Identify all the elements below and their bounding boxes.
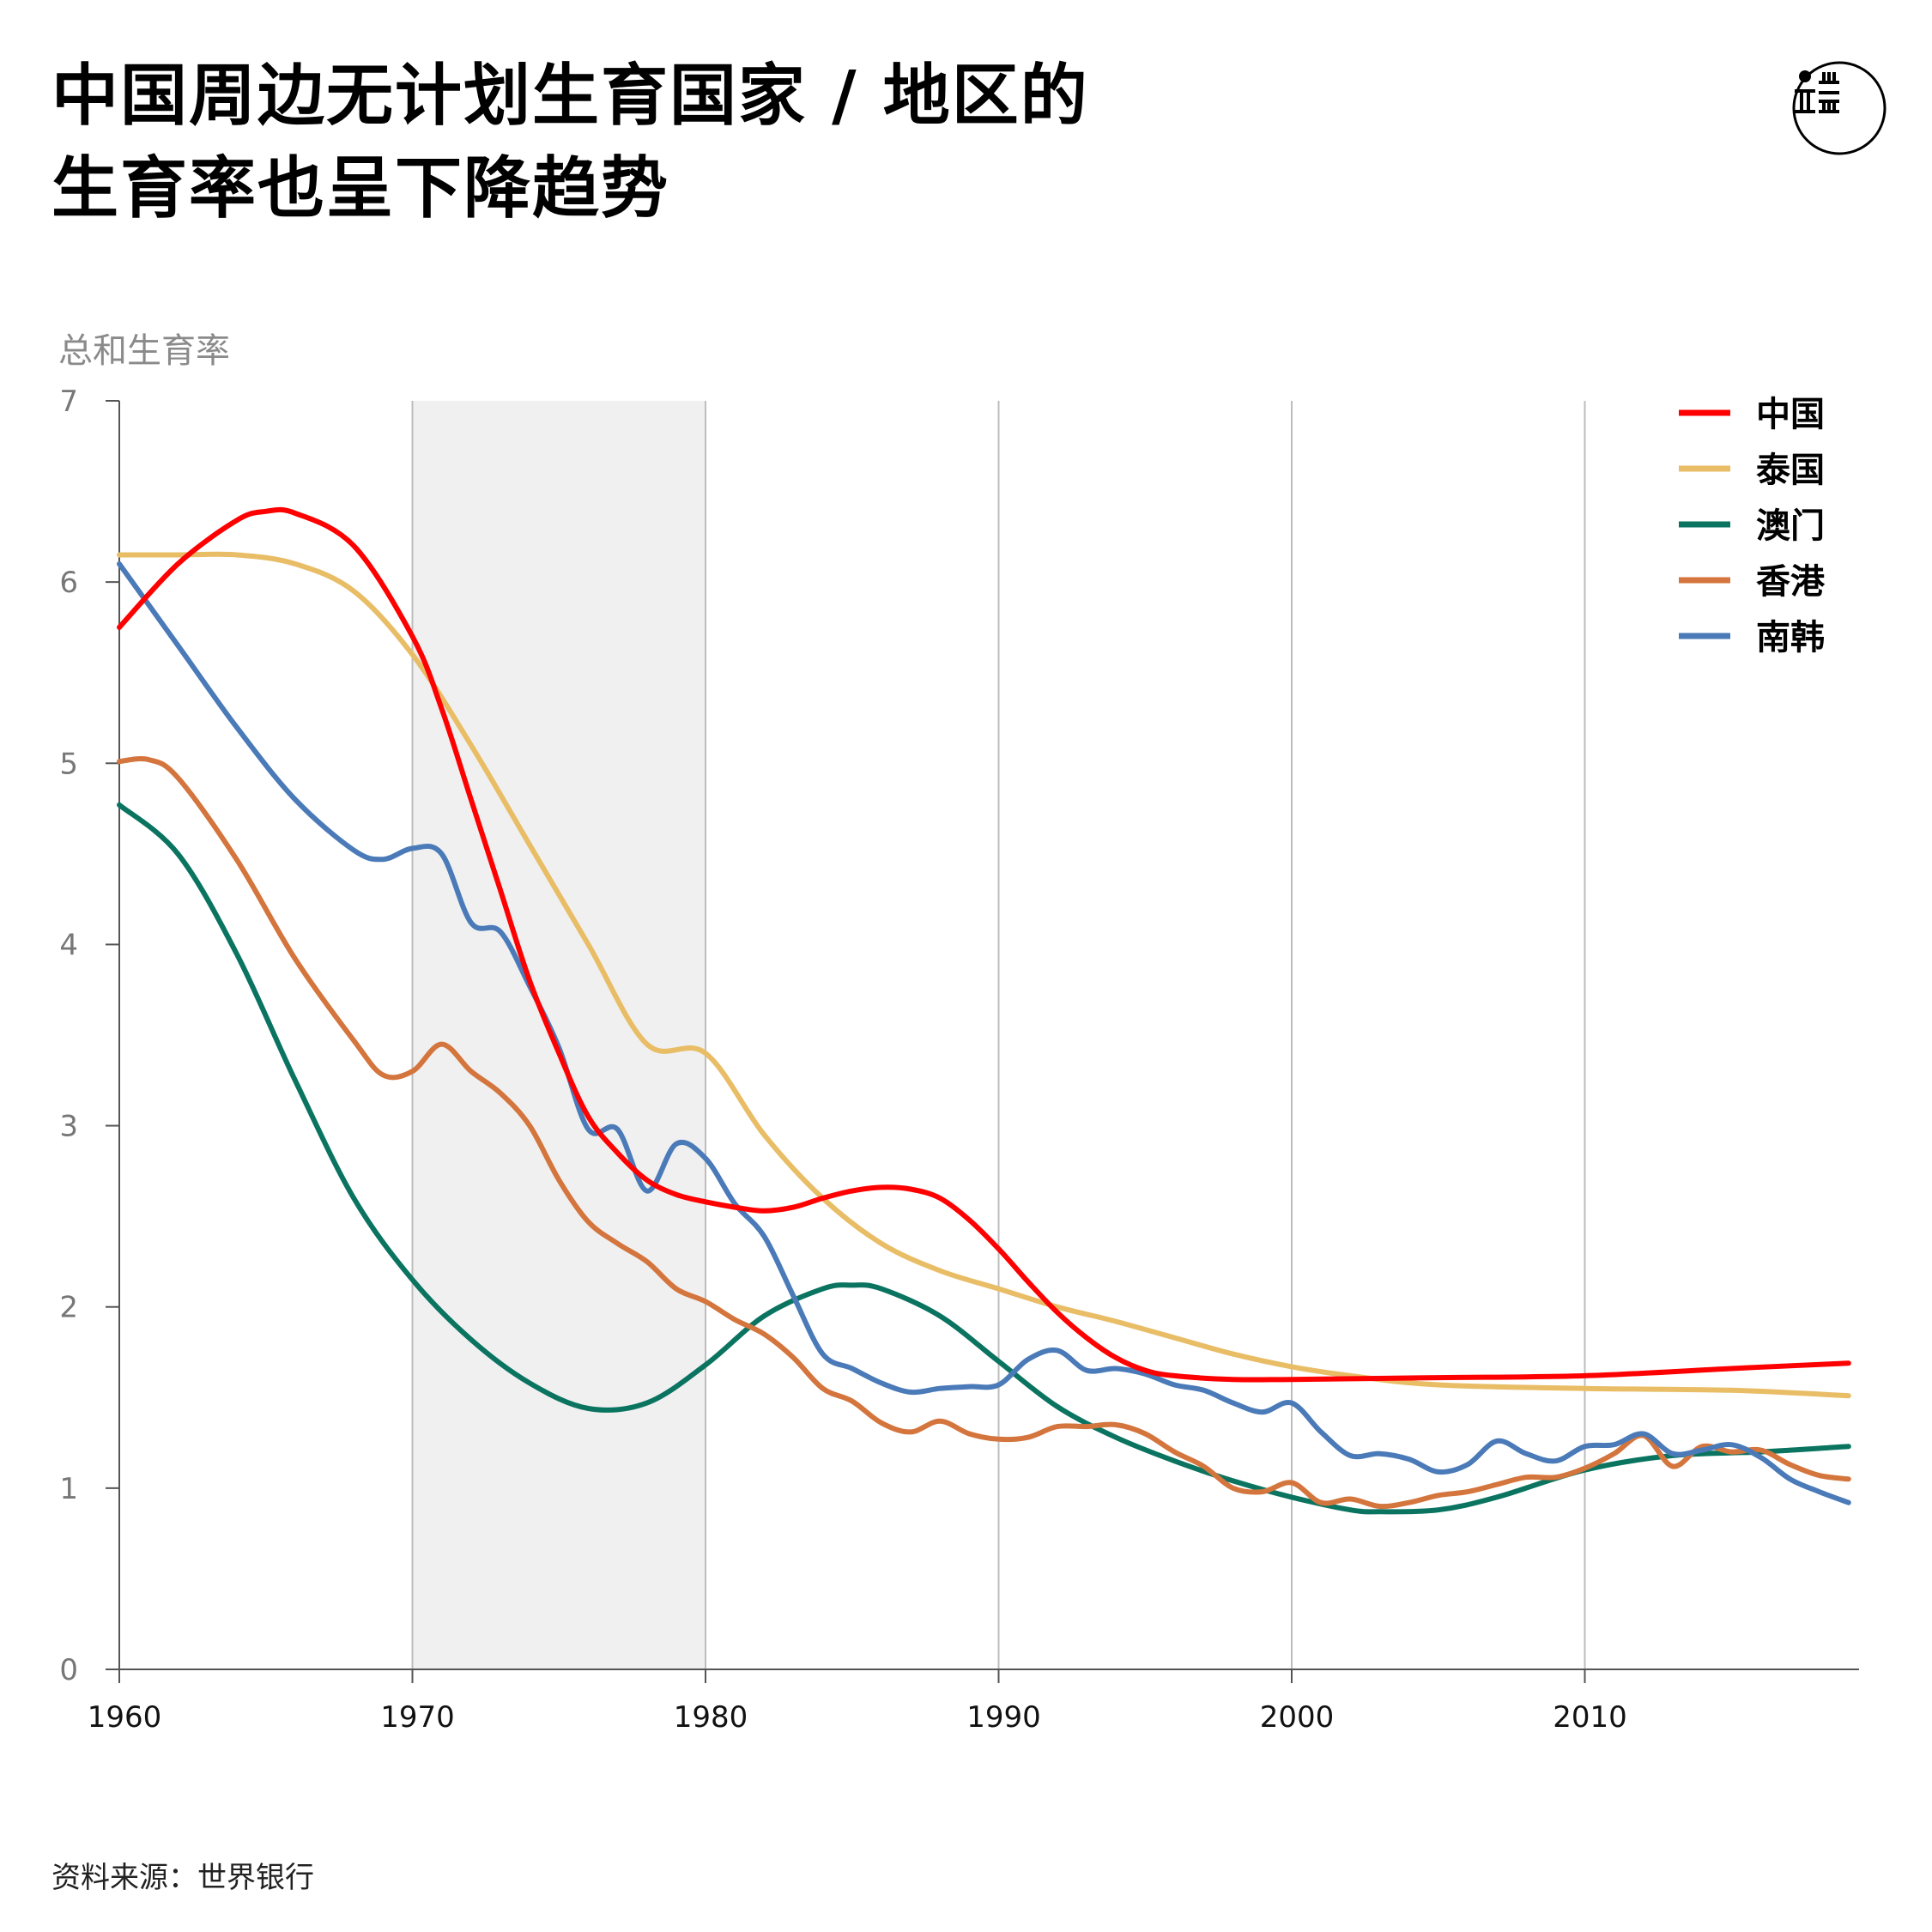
y-tick-label-0: 0 bbox=[59, 1653, 78, 1687]
x-tick-label-2000: 2000 bbox=[1260, 1700, 1335, 1735]
chart-title: 中国周边无计划生育国家 / 地区的 生育率也呈下降趋势 bbox=[51, 50, 1089, 235]
legend-label-thailand: 泰国 bbox=[1756, 451, 1825, 490]
y-tick-label-5: 5 bbox=[59, 747, 78, 781]
y-tick-label-3: 3 bbox=[59, 1110, 78, 1144]
legend-label-hongkong: 香港 bbox=[1756, 562, 1826, 602]
y-axis-ticks: 0 1 2 3 4 5 6 7 bbox=[59, 385, 119, 1687]
x-tick-label-1970: 1970 bbox=[380, 1700, 455, 1735]
y-tick-label-2: 2 bbox=[59, 1291, 78, 1325]
series-line-korea bbox=[117, 561, 1851, 1505]
series-line-thailand bbox=[117, 551, 1851, 1399]
x-tick-label-1960: 1960 bbox=[88, 1700, 162, 1735]
legend-label-macau: 澳门 bbox=[1756, 506, 1825, 546]
y-tick-label-4: 4 bbox=[59, 928, 78, 962]
y-axis-label: 总和生育率 bbox=[58, 331, 230, 371]
series-line-macau bbox=[117, 802, 1851, 1515]
y-tick-label-6: 6 bbox=[59, 566, 78, 600]
y-tick-label-7: 7 bbox=[59, 385, 78, 419]
legend-label-china: 中国 bbox=[1756, 395, 1825, 434]
shaded-period-1970-1980 bbox=[412, 401, 706, 1669]
series-line-china bbox=[117, 506, 1851, 1383]
axes bbox=[118, 401, 1859, 1683]
series-lines bbox=[117, 506, 1851, 1515]
title-line-2: 生育率也呈下降趋势 bbox=[51, 150, 670, 227]
y-tick-label-1: 1 bbox=[59, 1472, 78, 1506]
x-tick-label-2010: 2010 bbox=[1553, 1700, 1627, 1735]
vertical-gridlines bbox=[411, 401, 1586, 1669]
x-axis-ticks: 1960 1970 1980 1990 2000 2010 bbox=[88, 1669, 1627, 1735]
theinitium-logo-icon bbox=[1792, 61, 1887, 155]
title-line-1: 中国周边无计划生育国家 / 地区的 bbox=[51, 58, 1089, 135]
series-line-hongkong bbox=[117, 756, 1851, 1510]
x-tick-label-1990: 1990 bbox=[966, 1700, 1041, 1735]
legend-label-korea: 南韩 bbox=[1756, 618, 1825, 657]
source-note: 资料来源：世界银行 bbox=[51, 1861, 314, 1895]
x-tick-label-1980: 1980 bbox=[674, 1700, 748, 1735]
